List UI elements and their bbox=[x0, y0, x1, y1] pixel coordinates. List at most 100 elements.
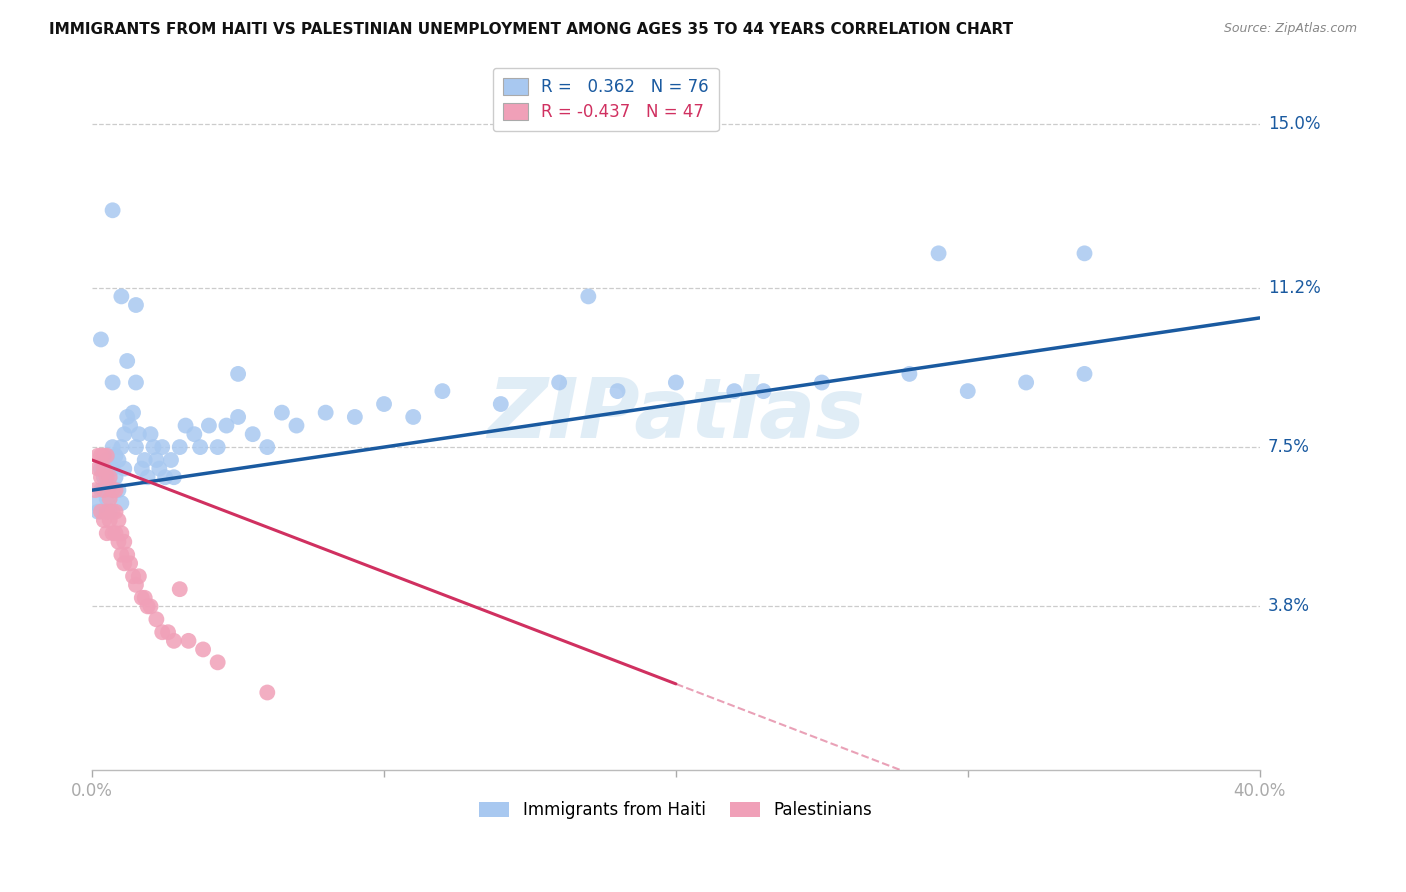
Point bbox=[112, 557, 135, 571]
Point bbox=[112, 534, 135, 549]
Point bbox=[811, 376, 834, 390]
Point bbox=[104, 470, 127, 484]
Point bbox=[107, 513, 129, 527]
Point bbox=[606, 384, 628, 398]
Point bbox=[198, 418, 221, 433]
Point bbox=[177, 633, 200, 648]
Point bbox=[104, 526, 127, 541]
Point bbox=[226, 409, 249, 424]
Point bbox=[104, 505, 127, 519]
Point bbox=[1073, 367, 1095, 381]
Point bbox=[402, 409, 425, 424]
Point bbox=[148, 461, 170, 475]
Point bbox=[174, 418, 197, 433]
Point bbox=[96, 453, 118, 467]
Point bbox=[107, 453, 129, 467]
Point bbox=[101, 461, 124, 475]
Point bbox=[93, 449, 115, 463]
Point bbox=[93, 505, 115, 519]
Point bbox=[93, 461, 115, 475]
Point bbox=[120, 557, 142, 571]
Point bbox=[96, 505, 118, 519]
Point bbox=[191, 642, 214, 657]
Point bbox=[90, 333, 112, 347]
Point bbox=[110, 548, 132, 562]
Point bbox=[93, 470, 115, 484]
Point bbox=[98, 470, 121, 484]
Point bbox=[110, 440, 132, 454]
Point bbox=[188, 440, 211, 454]
Point bbox=[207, 440, 229, 454]
Point bbox=[150, 440, 173, 454]
Point bbox=[90, 461, 112, 475]
Point bbox=[115, 548, 138, 562]
Point bbox=[101, 440, 124, 454]
Point bbox=[128, 569, 150, 583]
Point bbox=[115, 409, 138, 424]
Point bbox=[131, 591, 153, 605]
Point bbox=[101, 483, 124, 497]
Point bbox=[145, 453, 167, 467]
Point bbox=[125, 440, 148, 454]
Point bbox=[136, 599, 159, 614]
Point bbox=[169, 440, 191, 454]
Point bbox=[489, 397, 512, 411]
Point bbox=[101, 526, 124, 541]
Text: 3.8%: 3.8% bbox=[1268, 598, 1310, 615]
Point bbox=[96, 470, 118, 484]
Point bbox=[898, 367, 921, 381]
Point bbox=[131, 461, 153, 475]
Point bbox=[87, 461, 110, 475]
Point bbox=[136, 470, 159, 484]
Point bbox=[134, 453, 156, 467]
Point bbox=[242, 427, 264, 442]
Point bbox=[110, 289, 132, 303]
Point bbox=[207, 656, 229, 670]
Point bbox=[125, 376, 148, 390]
Point bbox=[169, 582, 191, 597]
Point bbox=[122, 569, 145, 583]
Text: 7.5%: 7.5% bbox=[1268, 438, 1310, 456]
Point bbox=[87, 449, 110, 463]
Point bbox=[110, 496, 132, 510]
Point bbox=[139, 427, 162, 442]
Point bbox=[87, 505, 110, 519]
Point bbox=[90, 483, 112, 497]
Point bbox=[145, 612, 167, 626]
Point bbox=[928, 246, 950, 260]
Point bbox=[90, 470, 112, 484]
Point bbox=[270, 406, 292, 420]
Point bbox=[107, 534, 129, 549]
Point bbox=[548, 376, 571, 390]
Point bbox=[90, 449, 112, 463]
Point bbox=[285, 418, 308, 433]
Point bbox=[96, 449, 118, 463]
Point bbox=[125, 578, 148, 592]
Legend: Immigrants from Haiti, Palestinians: Immigrants from Haiti, Palestinians bbox=[472, 794, 879, 826]
Point bbox=[98, 491, 121, 506]
Point bbox=[723, 384, 745, 398]
Text: IMMIGRANTS FROM HAITI VS PALESTINIAN UNEMPLOYMENT AMONG AGES 35 TO 44 YEARS CORR: IMMIGRANTS FROM HAITI VS PALESTINIAN UNE… bbox=[49, 22, 1014, 37]
Point bbox=[665, 376, 688, 390]
Point bbox=[84, 483, 107, 497]
Point bbox=[752, 384, 775, 398]
Point bbox=[96, 526, 118, 541]
Point bbox=[110, 526, 132, 541]
Point bbox=[163, 633, 186, 648]
Point bbox=[315, 406, 337, 420]
Point bbox=[142, 440, 165, 454]
Point bbox=[163, 470, 186, 484]
Text: 11.2%: 11.2% bbox=[1268, 279, 1320, 297]
Text: 15.0%: 15.0% bbox=[1268, 115, 1320, 133]
Point bbox=[101, 505, 124, 519]
Point bbox=[134, 591, 156, 605]
Point bbox=[104, 483, 127, 497]
Point bbox=[84, 496, 107, 510]
Point bbox=[576, 289, 599, 303]
Point bbox=[120, 418, 142, 433]
Point bbox=[150, 625, 173, 640]
Point bbox=[373, 397, 395, 411]
Point bbox=[432, 384, 454, 398]
Point bbox=[98, 513, 121, 527]
Point bbox=[256, 440, 278, 454]
